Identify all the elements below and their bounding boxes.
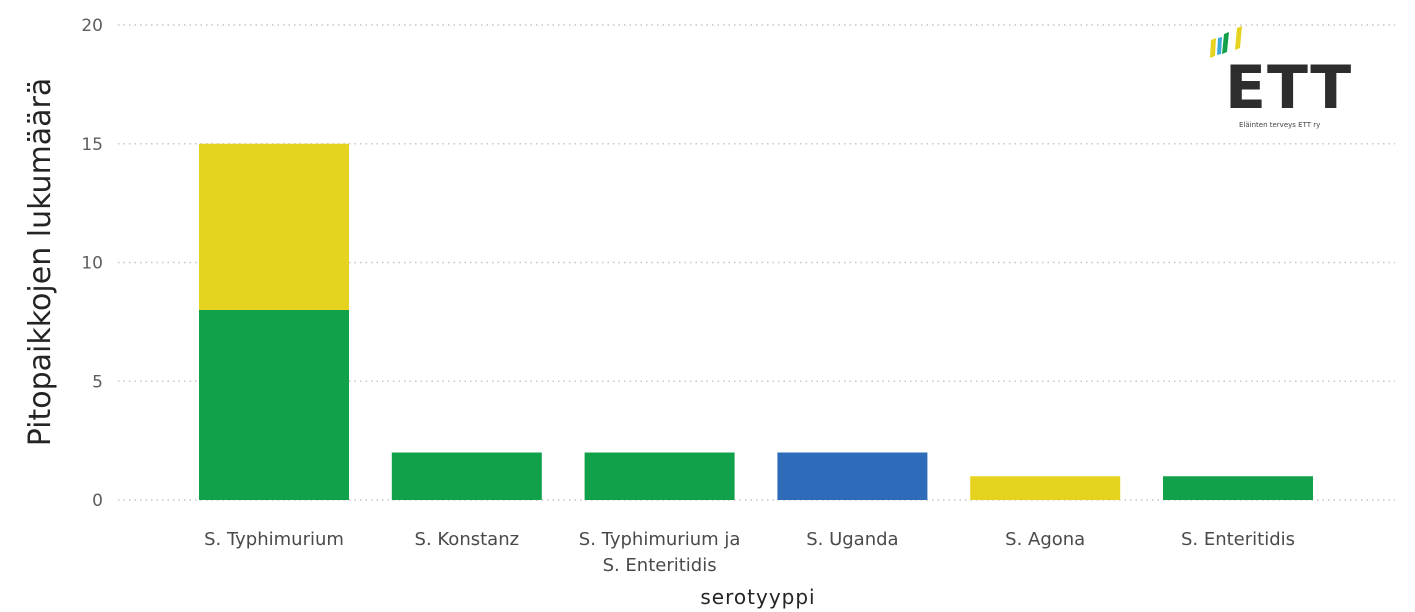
x-tick-label-line: S. Agona bbox=[1005, 529, 1085, 550]
y-axis-title: Pitopaikkojen lukumäärä bbox=[23, 78, 58, 447]
x-tick-label: S. Konstanz bbox=[415, 529, 520, 550]
y-tick-label: 10 bbox=[81, 254, 103, 274]
bar-segment-0-0 bbox=[199, 310, 349, 500]
x-tick-label-line: S. Uganda bbox=[806, 529, 898, 550]
bar-segment-2-0 bbox=[584, 452, 735, 500]
x-tick-label: S. Typhimurium ja S. Enteritidis bbox=[579, 529, 741, 576]
bar-segment-0-2 bbox=[199, 143, 349, 310]
logo-subtitle: Eläinten terveys ETT ry bbox=[1239, 121, 1321, 129]
x-tick-label: S. Enteritidis bbox=[1181, 529, 1295, 550]
gridlines bbox=[118, 24, 1395, 501]
x-tick-label: S. Agona bbox=[1005, 529, 1085, 550]
x-tick-label: S. Uganda bbox=[806, 529, 898, 550]
y-tick-label: 15 bbox=[81, 135, 103, 155]
logo-text: ETT bbox=[1225, 53, 1353, 123]
x-tick-label-line: S. Konstanz bbox=[415, 529, 520, 550]
x-axis-title: serotyyppi bbox=[700, 585, 815, 609]
logo-stripe bbox=[1210, 38, 1216, 58]
y-tick-label: 20 bbox=[81, 16, 103, 36]
x-tick-labels: S. Typhimurium S. Konstanz S. Typhimurium … bbox=[204, 529, 1295, 576]
x-tick-label-line: S. Enteritidis bbox=[1181, 529, 1295, 550]
x-tick-label: S. Typhimurium bbox=[204, 529, 344, 550]
y-tick-label: 5 bbox=[92, 372, 103, 392]
logo-stripe bbox=[1217, 37, 1222, 55]
bars bbox=[199, 143, 1313, 500]
y-tick-label: 0 bbox=[92, 491, 103, 511]
logo-stripe bbox=[1222, 32, 1229, 54]
bar-segment-5-0 bbox=[1163, 476, 1313, 500]
x-tick-label-line: S. Typhimurium bbox=[204, 529, 344, 550]
logo-stripes-icon bbox=[1210, 26, 1242, 58]
bar-segment-3-1 bbox=[777, 452, 928, 500]
y-tick-labels: 0 5 10 15 20 bbox=[81, 16, 103, 511]
x-tick-label-line: S. Enteritidis bbox=[603, 555, 717, 576]
logo-stripe bbox=[1235, 26, 1242, 50]
bar-segment-4-2 bbox=[970, 476, 1121, 500]
ett-logo: ETT Eläinten terveys ETT ry bbox=[1205, 20, 1365, 135]
x-tick-label-line: S. Typhimurium ja bbox=[579, 529, 741, 550]
bar-segment-1-0 bbox=[391, 452, 542, 500]
